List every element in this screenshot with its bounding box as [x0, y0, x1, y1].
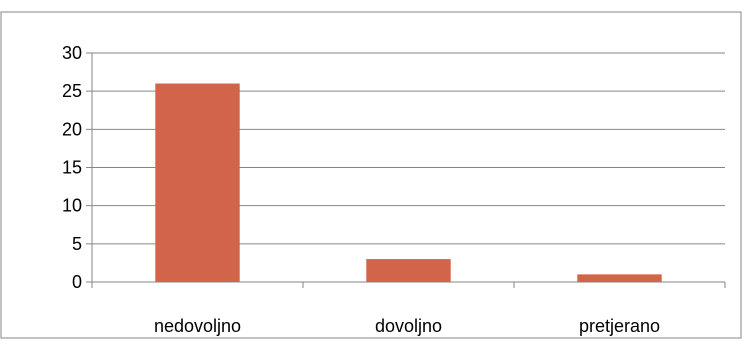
- y-tick-label: 10: [62, 196, 82, 216]
- axes: [86, 52, 726, 288]
- y-tick-label: 15: [62, 158, 82, 178]
- x-category-label: pretjerano: [579, 316, 660, 336]
- x-category-label: nedovoljno: [154, 316, 241, 336]
- y-tick-label: 0: [72, 272, 82, 292]
- y-tick-label: 25: [62, 81, 82, 101]
- x-category-label: dovoljno: [375, 316, 442, 336]
- bars: [155, 83, 662, 283]
- chart-border: [0, 11, 742, 339]
- y-tick-label: 20: [62, 119, 82, 139]
- bar-nedovoljno: [155, 83, 240, 283]
- bar-pretjerano: [577, 274, 662, 282]
- axis-labels: 0 5 10 15 20 25 30 nedovoljno dovoljno pretjerano: [62, 43, 660, 336]
- y-tick-label: 30: [62, 43, 82, 63]
- y-tick-label: 5: [72, 234, 82, 254]
- bar-dovoljno: [366, 259, 451, 282]
